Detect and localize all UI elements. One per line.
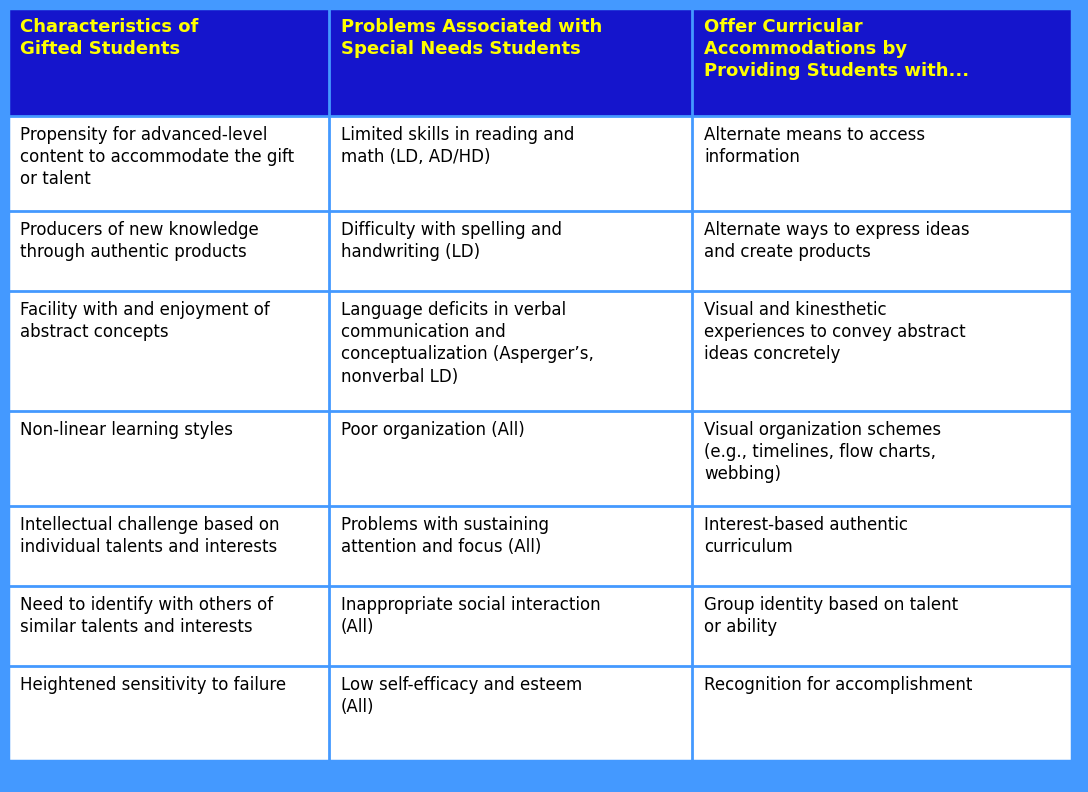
Bar	[692, 211, 1072, 291]
Bar	[329, 666, 692, 761]
Text: Problems with sustaining
attention and focus (All): Problems with sustaining attention and f…	[341, 516, 549, 556]
Text: Intellectual challenge based on
individual talents and interests: Intellectual challenge based on individu…	[20, 516, 280, 556]
Text: Non-linear learning styles: Non-linear learning styles	[20, 421, 233, 439]
Bar	[329, 211, 692, 291]
Bar	[329, 291, 692, 411]
Bar	[329, 8, 692, 116]
Bar	[692, 666, 1072, 761]
Text: Difficulty with spelling and
handwriting (LD): Difficulty with spelling and handwriting…	[341, 221, 562, 261]
Text: Recognition for accomplishment: Recognition for accomplishment	[704, 676, 973, 694]
Text: Limited skills in reading and
math (LD, AD/HD): Limited skills in reading and math (LD, …	[341, 126, 574, 166]
Bar	[8, 291, 329, 411]
Bar	[329, 411, 692, 506]
Bar	[329, 506, 692, 586]
Bar	[8, 586, 329, 666]
Bar	[692, 8, 1072, 116]
Bar	[329, 116, 692, 211]
Bar	[8, 211, 329, 291]
Bar	[692, 506, 1072, 586]
Text: Producers of new knowledge
through authentic products: Producers of new knowledge through authe…	[20, 221, 259, 261]
Text: Language deficits in verbal
communication and
conceptualization (Asperger’s,
non: Language deficits in verbal communicatio…	[341, 301, 594, 386]
Text: Group identity based on talent
or ability: Group identity based on talent or abilit…	[704, 596, 959, 636]
Bar	[8, 411, 329, 506]
Text: Facility with and enjoyment of
abstract concepts: Facility with and enjoyment of abstract …	[20, 301, 270, 341]
Bar	[8, 506, 329, 586]
Text: Inappropriate social interaction
(All): Inappropriate social interaction (All)	[341, 596, 601, 636]
Text: Visual and kinesthetic
experiences to convey abstract
ideas concretely: Visual and kinesthetic experiences to co…	[704, 301, 966, 364]
Bar	[329, 586, 692, 666]
Text: Offer Curricular
Accommodations by
Providing Students with...: Offer Curricular Accommodations by Provi…	[704, 18, 969, 81]
Text: Problems Associated with
Special Needs Students: Problems Associated with Special Needs S…	[341, 18, 603, 58]
Text: Alternate ways to express ideas
and create products: Alternate ways to express ideas and crea…	[704, 221, 969, 261]
Text: Low self-efficacy and esteem
(All): Low self-efficacy and esteem (All)	[341, 676, 582, 716]
Bar	[8, 8, 329, 116]
Text: Heightened sensitivity to failure: Heightened sensitivity to failure	[20, 676, 286, 694]
Bar	[692, 291, 1072, 411]
Bar	[8, 666, 329, 761]
Text: Visual organization schemes
(e.g., timelines, flow charts,
webbing): Visual organization schemes (e.g., timel…	[704, 421, 941, 483]
Bar	[8, 116, 329, 211]
Text: Need to identify with others of
similar talents and interests: Need to identify with others of similar …	[20, 596, 273, 636]
Text: Propensity for advanced-level
content to accommodate the gift
or talent: Propensity for advanced-level content to…	[20, 126, 294, 188]
Bar	[692, 116, 1072, 211]
Text: Characteristics of
Gifted Students: Characteristics of Gifted Students	[20, 18, 198, 58]
Text: Poor organization (All): Poor organization (All)	[341, 421, 524, 439]
Bar	[692, 411, 1072, 506]
Text: Interest-based authentic
curriculum: Interest-based authentic curriculum	[704, 516, 908, 556]
Text: Alternate means to access
information: Alternate means to access information	[704, 126, 925, 166]
Bar	[692, 586, 1072, 666]
